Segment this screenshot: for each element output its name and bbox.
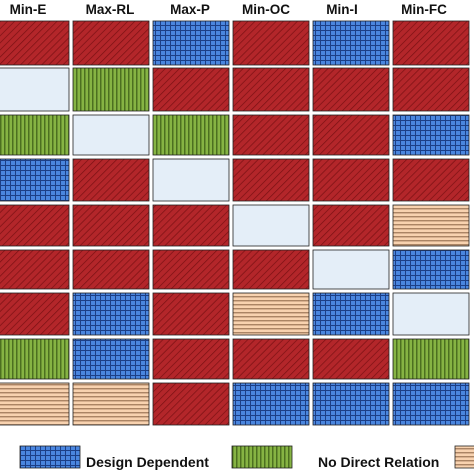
matrix-cell bbox=[152, 338, 230, 380]
matrix-cell bbox=[232, 338, 310, 380]
column-label: Min-FC bbox=[401, 2, 447, 17]
column-label: Min-OC bbox=[242, 2, 290, 17]
matrix-cell bbox=[392, 382, 470, 426]
matrix-cell bbox=[392, 20, 470, 66]
matrix-cell bbox=[152, 292, 230, 336]
matrix-cell bbox=[392, 292, 470, 336]
matrix-cell bbox=[392, 67, 470, 112]
matrix-cell bbox=[392, 204, 470, 247]
matrix-cell bbox=[0, 20, 70, 66]
matrix-cell bbox=[392, 114, 470, 156]
matrix-cell bbox=[72, 114, 150, 156]
matrix-cell bbox=[312, 204, 390, 247]
matrix-cell bbox=[0, 158, 70, 202]
matrix-cell bbox=[232, 20, 310, 66]
matrix-cell bbox=[0, 292, 70, 336]
legend: Design Dependent No Direct Relation bbox=[19, 445, 474, 470]
matrix-cell bbox=[152, 204, 230, 247]
matrix-cell bbox=[72, 292, 150, 336]
matrix-cell bbox=[72, 20, 150, 66]
matrix-cell bbox=[232, 114, 310, 156]
matrix-cell bbox=[392, 249, 470, 290]
matrix-cell bbox=[72, 158, 150, 202]
matrix-cell bbox=[152, 20, 230, 66]
column-label: Max-RL bbox=[86, 2, 135, 17]
column-label: Min-I bbox=[326, 2, 358, 17]
matrix-cell bbox=[312, 382, 390, 426]
matrix-cell bbox=[152, 67, 230, 112]
matrix-cell bbox=[0, 204, 70, 247]
matrix-cell bbox=[0, 338, 70, 380]
matrix-cell bbox=[232, 382, 310, 426]
matrix-cell bbox=[232, 204, 310, 247]
matrix-cell bbox=[312, 158, 390, 202]
matrix-cell bbox=[312, 67, 390, 112]
matrix-cell bbox=[312, 292, 390, 336]
matrix-cells bbox=[0, 20, 470, 426]
matrix-cell bbox=[392, 158, 470, 202]
matrix-cell bbox=[0, 382, 70, 426]
matrix-cell bbox=[0, 249, 70, 290]
column-label: Max-P bbox=[170, 2, 210, 17]
legend-label: No Direct Relation bbox=[318, 454, 439, 470]
matrix-cell bbox=[232, 249, 310, 290]
matrix-cell bbox=[152, 382, 230, 426]
matrix-cell bbox=[312, 20, 390, 66]
matrix-cell bbox=[72, 338, 150, 380]
matrix-cell bbox=[232, 67, 310, 112]
matrix-cell bbox=[232, 292, 310, 336]
matrix-cell bbox=[312, 338, 390, 380]
matrix-cell bbox=[72, 67, 150, 112]
column-labels: Min-E Max-RL Max-P Min-OC Min-I Min-FC bbox=[10, 2, 447, 17]
matrix-cell bbox=[72, 249, 150, 290]
matrix-cell bbox=[312, 249, 390, 290]
matrix-cell bbox=[72, 382, 150, 426]
matrix-cell bbox=[392, 338, 470, 380]
matrix-cell bbox=[72, 204, 150, 247]
matrix-cell bbox=[0, 67, 70, 112]
matrix-cell bbox=[152, 114, 230, 156]
legend-swatch bbox=[454, 445, 474, 469]
matrix-cell bbox=[312, 114, 390, 156]
matrix-cell bbox=[0, 114, 70, 156]
legend-swatch bbox=[231, 445, 293, 469]
legend-label: Design Dependent bbox=[86, 454, 209, 470]
column-label: Min-E bbox=[10, 2, 47, 17]
matrix-cell bbox=[232, 158, 310, 202]
matrix-cell bbox=[152, 249, 230, 290]
matrix-cell bbox=[152, 158, 230, 202]
legend-swatch bbox=[19, 445, 81, 469]
